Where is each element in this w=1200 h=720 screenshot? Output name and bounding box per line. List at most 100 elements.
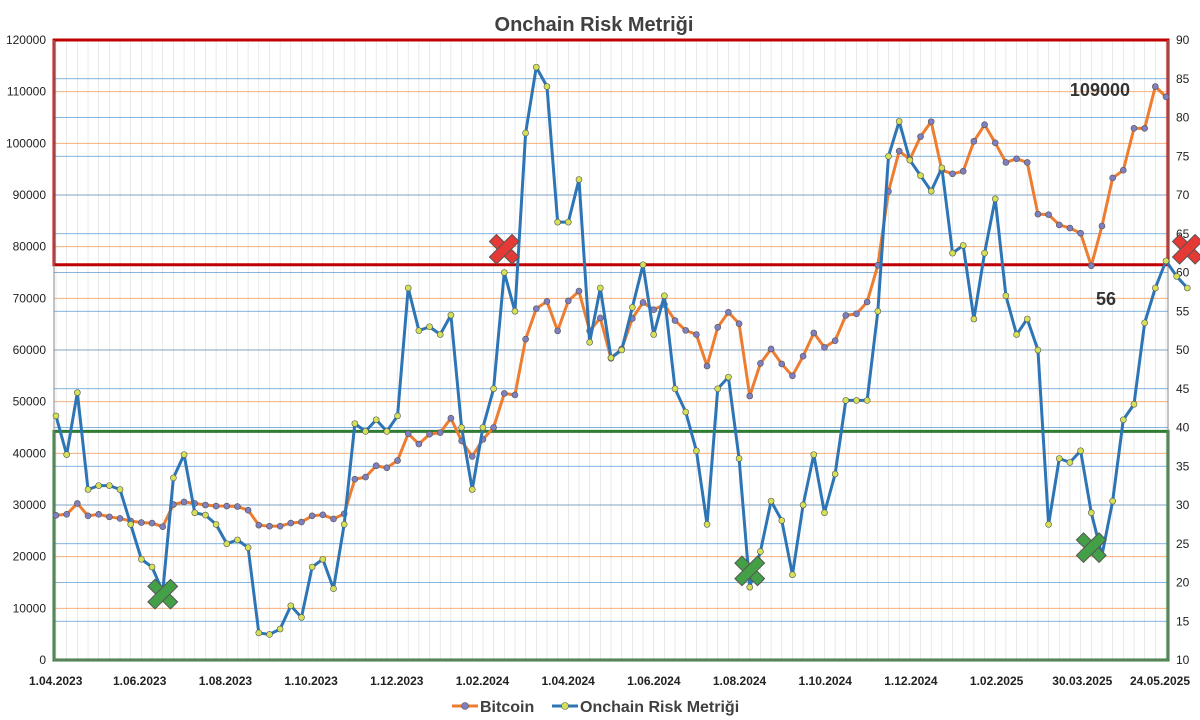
bitcoin-series-point bbox=[159, 523, 167, 531]
bitcoin-series-point bbox=[543, 298, 551, 305]
bitcoin-series-point bbox=[276, 522, 284, 530]
y-right-tick-label: 35 bbox=[1176, 459, 1190, 473]
bitcoin-series-point bbox=[95, 510, 102, 518]
bitcoin-series-point bbox=[394, 457, 401, 464]
y-right-tick-label: 20 bbox=[1176, 576, 1190, 590]
bitcoin-series-point bbox=[927, 118, 935, 125]
risk-series-point bbox=[116, 486, 124, 493]
bitcoin-series-point bbox=[821, 344, 828, 351]
bitcoin-series-point bbox=[1098, 222, 1106, 230]
buy-signal-marker bbox=[147, 578, 179, 610]
risk-series-point bbox=[885, 152, 892, 160]
bitcoin-series-point bbox=[415, 440, 423, 448]
risk-series-point bbox=[74, 389, 81, 396]
risk-series-point bbox=[1173, 273, 1180, 280]
bitcoin-series-point bbox=[1023, 159, 1031, 166]
risk-series-point bbox=[757, 548, 764, 555]
y-right-tick-label: 80 bbox=[1176, 111, 1190, 125]
risk-series-point bbox=[575, 176, 583, 183]
risk-series-point bbox=[138, 555, 145, 563]
annotation-btc-price: 109000 bbox=[1070, 80, 1130, 100]
bitcoin-series-point bbox=[362, 473, 369, 481]
bitcoin-series-point bbox=[1152, 83, 1159, 90]
sell-signal-marker bbox=[488, 233, 520, 265]
risk-series-point bbox=[127, 521, 135, 528]
x-tick-label: 1.10.2024 bbox=[799, 674, 853, 688]
risk-series-point bbox=[202, 511, 209, 519]
y-right-tick-label: 75 bbox=[1176, 149, 1190, 163]
bitcoin-series-point bbox=[959, 167, 967, 175]
risk-series-point bbox=[671, 385, 679, 393]
bitcoin-series-point bbox=[671, 317, 679, 324]
y-left-tick-label: 100000 bbox=[6, 136, 46, 150]
bitcoin-series-point bbox=[298, 518, 305, 526]
y-left-tick-label: 50000 bbox=[13, 395, 47, 409]
risk-series-point bbox=[810, 451, 818, 458]
bitcoin-series-point bbox=[148, 519, 156, 527]
risk-series-point bbox=[703, 521, 711, 528]
bitcoin-series-point bbox=[895, 147, 903, 155]
bitcoin-series-point bbox=[244, 506, 252, 514]
risk-series-point bbox=[52, 412, 60, 420]
risk-series-point bbox=[1152, 284, 1159, 292]
bitcoin-series-point bbox=[767, 345, 775, 353]
y-left-tick-label: 60000 bbox=[13, 343, 47, 357]
bitcoin-series-point bbox=[223, 502, 231, 510]
risk-series-point bbox=[394, 412, 401, 420]
bitcoin-series-point bbox=[138, 519, 145, 526]
bitcoin-series-point bbox=[468, 453, 476, 460]
x-tick-label: 1.02.2024 bbox=[456, 674, 510, 688]
bitcoin-series-point bbox=[490, 424, 497, 431]
y-left-tick-label: 10000 bbox=[13, 601, 47, 615]
risk-series-point bbox=[874, 307, 882, 315]
risk-series-point bbox=[436, 331, 444, 338]
bitcoin-series-point bbox=[565, 297, 572, 305]
risk-series-point bbox=[255, 629, 263, 637]
bitcoin-series-point bbox=[511, 391, 519, 399]
buy-signal-marker bbox=[734, 555, 766, 587]
x-tick-label: 1.06.2023 bbox=[113, 674, 167, 688]
y-right-tick-label: 10 bbox=[1176, 653, 1190, 667]
y-right-tick-label: 40 bbox=[1176, 421, 1190, 435]
risk-series-point bbox=[458, 424, 465, 431]
y-right-tick-label: 55 bbox=[1176, 304, 1190, 318]
y-left-tick-label: 0 bbox=[39, 653, 46, 667]
bitcoin-series-point bbox=[255, 521, 263, 529]
bitcoin-series-point bbox=[330, 515, 337, 523]
risk-series-point bbox=[693, 447, 700, 455]
x-tick-label: 1.12.2024 bbox=[884, 674, 938, 688]
y-right-tick-label: 45 bbox=[1176, 382, 1190, 396]
bitcoin-series-point bbox=[981, 121, 988, 129]
risk-series-point bbox=[639, 261, 647, 269]
legend: Bitcoin Onchain Risk Metriği bbox=[452, 699, 739, 716]
bitcoin-series-point bbox=[917, 133, 924, 140]
risk-series-point bbox=[415, 327, 423, 334]
risk-series-point bbox=[362, 428, 369, 435]
y-right-tick-label: 25 bbox=[1176, 537, 1190, 551]
y-right-tick-label: 70 bbox=[1176, 188, 1190, 202]
bitcoin-series-point bbox=[404, 430, 412, 438]
risk-series-point bbox=[1109, 497, 1116, 505]
risk-series-point bbox=[490, 385, 497, 393]
risk-series-point bbox=[1045, 521, 1052, 528]
risk-series-point bbox=[319, 555, 327, 563]
risk-series-point bbox=[629, 304, 636, 311]
risk-series-point bbox=[821, 509, 828, 517]
bitcoin-series-point bbox=[991, 139, 999, 147]
risk-series-point bbox=[949, 249, 956, 257]
risk-series-point bbox=[276, 625, 284, 633]
x-tick-label: 1.08.2024 bbox=[713, 674, 767, 688]
risk-series-point bbox=[853, 397, 860, 404]
risk-series-point bbox=[842, 397, 850, 404]
risk-series-point bbox=[714, 385, 722, 393]
risk-series-point bbox=[981, 249, 988, 257]
risk-series-point bbox=[266, 631, 273, 638]
sell-signal-marker bbox=[1171, 233, 1200, 265]
risk-series-point bbox=[170, 474, 177, 482]
risk-series-point bbox=[372, 416, 380, 424]
bitcoin-series-point bbox=[1055, 221, 1063, 229]
bitcoin-series-point bbox=[799, 352, 807, 360]
bitcoin-series-point bbox=[116, 515, 124, 522]
bitcoin-series-point bbox=[383, 464, 391, 472]
bitcoin-series-point bbox=[842, 312, 850, 319]
